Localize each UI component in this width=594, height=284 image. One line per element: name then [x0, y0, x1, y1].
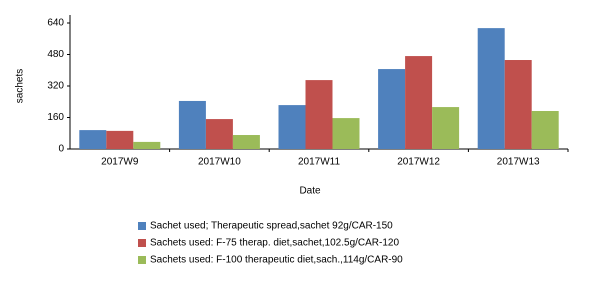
- legend-label: Sachet used; Therapeutic spread,sachet 9…: [150, 221, 393, 232]
- bar: [477, 28, 505, 149]
- bar: [432, 107, 460, 149]
- y-tick-label: 0: [58, 144, 64, 155]
- bar: [205, 119, 233, 149]
- legend-label: Sachets used: F-100 therapeutic diet,sac…: [150, 255, 403, 266]
- bar: [305, 80, 333, 149]
- bar: [79, 130, 107, 149]
- bar: [232, 135, 260, 149]
- x-tick-label: 2017W13: [497, 157, 540, 168]
- x-tick-label: 2017W10: [198, 157, 241, 168]
- y-tick-label: 160: [47, 112, 64, 123]
- y-tick-label: 320: [47, 81, 64, 92]
- x-axis-label: Date: [299, 186, 321, 197]
- bar: [178, 100, 206, 149]
- legend-swatch: [138, 239, 146, 247]
- x-tick-label: 2017W12: [397, 157, 440, 168]
- legend-swatch: [138, 222, 146, 230]
- y-tick-label: 640: [47, 18, 64, 29]
- legend-label: Sachets used: F-75 therap. diet,sachet,1…: [150, 238, 399, 249]
- legend-swatch: [138, 256, 146, 264]
- x-tick-label: 2017W11: [298, 157, 341, 168]
- y-axis-label: sachets: [15, 69, 26, 103]
- bar: [504, 60, 532, 150]
- bar: [405, 56, 433, 150]
- bar: [378, 69, 406, 149]
- bar: [531, 111, 559, 149]
- bar: [106, 130, 134, 149]
- bar: [133, 141, 161, 149]
- bar: [278, 105, 306, 149]
- y-tick-label: 480: [47, 49, 64, 60]
- x-tick-label: 2017W9: [101, 157, 139, 168]
- bar: [332, 118, 360, 149]
